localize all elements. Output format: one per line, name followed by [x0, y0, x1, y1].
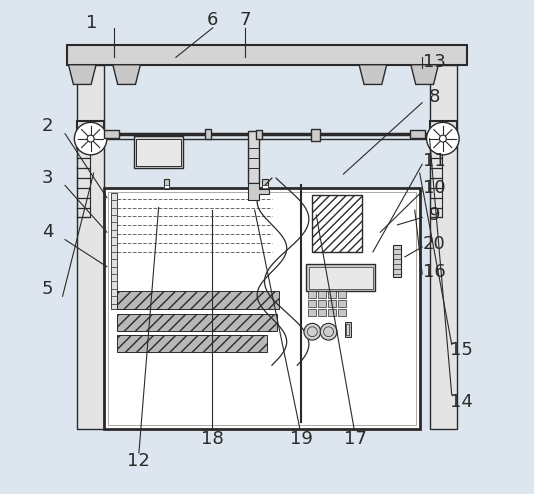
Bar	[262, 179, 268, 189]
Bar	[105, 188, 420, 429]
Text: 4: 4	[42, 223, 53, 241]
Circle shape	[87, 135, 94, 142]
Bar	[311, 129, 320, 141]
Bar	[307, 264, 375, 291]
Text: 14: 14	[450, 393, 473, 411]
Polygon shape	[411, 65, 438, 84]
Bar	[77, 145, 90, 217]
Bar	[318, 291, 326, 298]
Text: 9: 9	[429, 206, 440, 224]
Bar	[308, 309, 316, 316]
Bar	[308, 300, 316, 307]
Circle shape	[74, 123, 107, 155]
Circle shape	[439, 135, 446, 142]
Bar	[429, 122, 457, 149]
Bar	[105, 130, 119, 138]
Bar	[137, 139, 181, 165]
Bar	[77, 122, 105, 149]
Bar	[338, 300, 346, 307]
Text: 16: 16	[423, 263, 446, 281]
Text: 7: 7	[239, 11, 250, 30]
Bar	[312, 195, 362, 252]
Bar	[318, 300, 326, 307]
Text: 12: 12	[128, 453, 151, 470]
Bar	[111, 193, 117, 309]
Text: 1: 1	[87, 14, 98, 32]
Bar	[392, 245, 402, 277]
Bar	[256, 130, 262, 139]
Bar	[206, 129, 211, 139]
Text: 20: 20	[423, 235, 446, 252]
Bar	[309, 267, 373, 289]
Bar	[117, 291, 279, 309]
Bar	[117, 334, 267, 352]
Bar	[345, 322, 351, 336]
Bar	[262, 185, 268, 188]
Bar	[410, 130, 425, 138]
Bar	[338, 309, 346, 316]
Text: 17: 17	[344, 430, 367, 448]
Polygon shape	[68, 65, 96, 84]
Bar	[429, 145, 442, 217]
Bar	[429, 65, 457, 429]
Text: 5: 5	[42, 280, 53, 298]
Bar	[67, 45, 467, 65]
Bar	[347, 324, 349, 334]
Text: 3: 3	[42, 169, 53, 187]
Polygon shape	[359, 65, 387, 84]
Polygon shape	[113, 65, 140, 84]
Text: 11: 11	[423, 152, 446, 170]
Circle shape	[427, 123, 459, 155]
Bar	[308, 291, 316, 298]
Bar	[134, 136, 183, 168]
Bar	[77, 65, 105, 429]
Text: 6: 6	[207, 11, 218, 30]
Bar	[163, 179, 169, 189]
Text: 8: 8	[429, 88, 440, 106]
Text: 15: 15	[450, 341, 473, 360]
Polygon shape	[248, 183, 270, 200]
Circle shape	[320, 324, 337, 340]
Bar	[163, 185, 169, 188]
Bar	[248, 131, 259, 183]
Circle shape	[304, 324, 321, 340]
Bar	[338, 291, 346, 298]
Text: 2: 2	[42, 117, 53, 135]
Bar	[318, 309, 326, 316]
Bar	[108, 192, 416, 425]
Bar	[328, 291, 336, 298]
Text: 18: 18	[201, 430, 224, 448]
Text: 19: 19	[290, 430, 313, 448]
Bar	[117, 314, 277, 331]
Text: 10: 10	[423, 179, 446, 197]
Text: 13: 13	[423, 53, 446, 71]
Bar	[328, 300, 336, 307]
Bar	[328, 309, 336, 316]
